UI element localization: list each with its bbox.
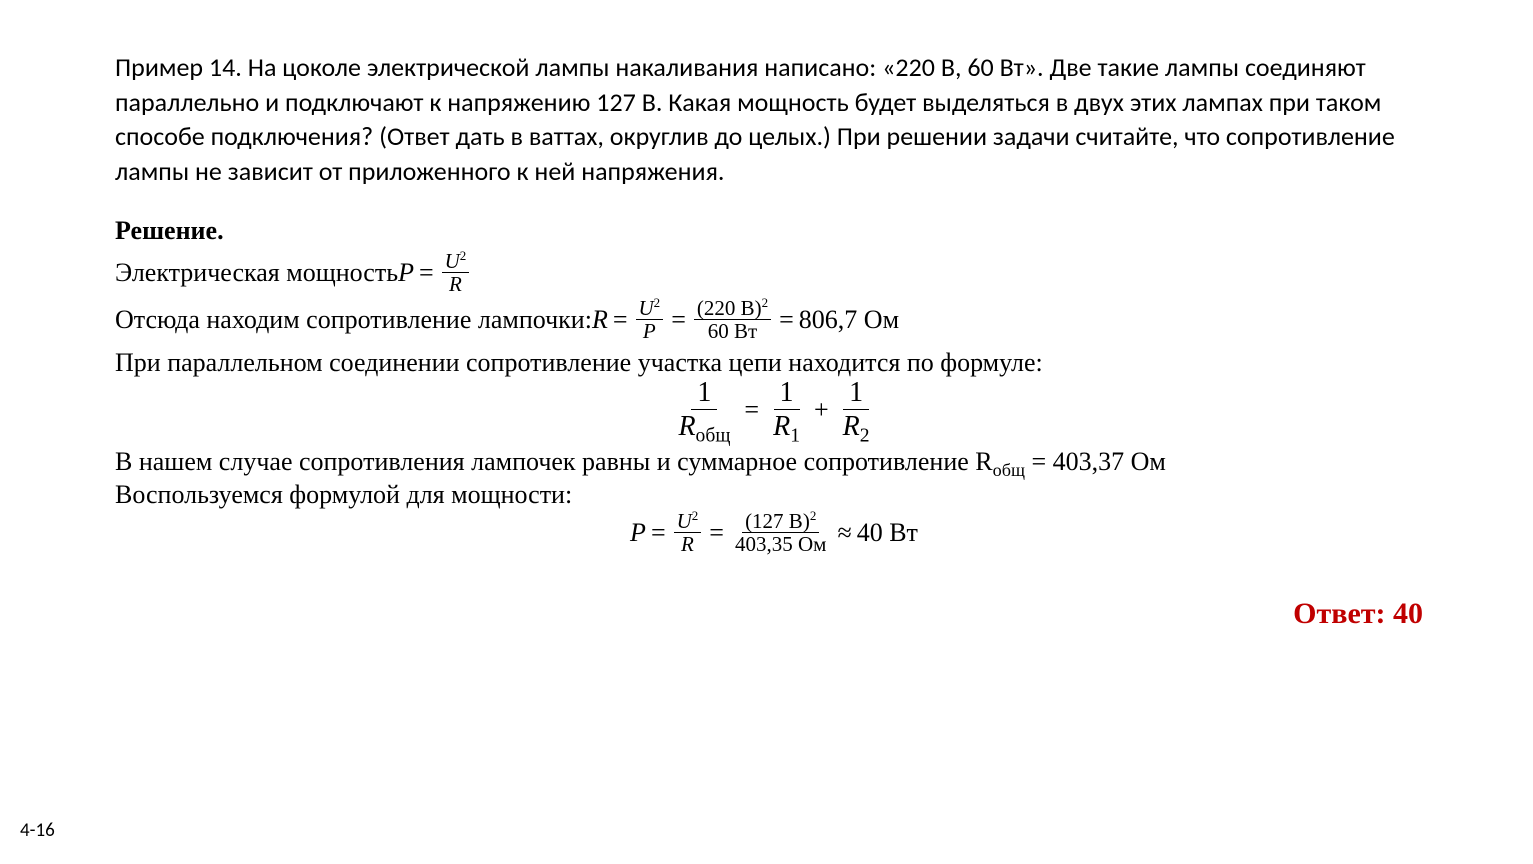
eq4-f1-sup: 2 (692, 508, 699, 523)
eq3-f1-num: 1 (691, 378, 717, 410)
solution-title: Решение. (115, 216, 1433, 246)
eq2-f1-den: P (643, 319, 656, 343)
eq4-result: 40 Вт (857, 518, 918, 548)
eq1-num-sup: 2 (460, 248, 467, 263)
eq3-f2-den-sub: 1 (790, 426, 800, 447)
eq4-frac1: U2 R (674, 510, 702, 555)
eq3-f2-den-base: R (773, 411, 790, 442)
eq1-fraction: U2 R (442, 250, 470, 295)
eq4-f1-den: R (681, 532, 694, 556)
line4-text-b: = 403,37 Ом (1025, 447, 1166, 476)
solution-line-power-formula: Электрическая мощность P = U2 R (115, 250, 1433, 295)
eq1-lhs: P (398, 259, 414, 286)
problem-label: Пример 14. (115, 51, 242, 83)
approx-sign: ≈ (837, 518, 851, 548)
equals-sign: = (651, 518, 666, 548)
eq2-result: 806,7 Ом (799, 306, 899, 333)
equals-sign: = (744, 395, 759, 425)
line1-text: Электрическая мощность (115, 259, 398, 286)
line4-text-a: В нашем случае сопротивления лампочек ра… (115, 447, 993, 476)
eq4-lhs: P (630, 518, 646, 548)
eq2-frac2: (220 В)2 60 Вт (694, 297, 771, 342)
eq3-f1-den-base: R (678, 411, 695, 442)
page: Пример 14. На цоколе электрической лампы… (0, 0, 1533, 864)
eq2-f1-sup: 2 (654, 295, 661, 310)
eq3-frac2: 1 R1 (767, 378, 806, 442)
eq2-f2-num: (220 В) (697, 296, 762, 320)
equals-sign: = (613, 306, 628, 333)
eq2-lhs: R (592, 306, 608, 333)
eq2-frac1: U2 P (636, 297, 664, 342)
eq2-f1-num: U (639, 296, 654, 320)
equals-sign: = (709, 518, 724, 548)
eq3-frac3: 1 R2 (837, 378, 876, 442)
equals-sign: = (779, 306, 794, 333)
eq1-den: R (449, 272, 462, 296)
line2-text: Отсюда находим сопротивление лампочки: (115, 306, 592, 333)
eq3-f3-den-sub: 2 (860, 426, 870, 447)
line4-sub: общ (993, 460, 1025, 480)
eq3-f3-num: 1 (843, 378, 869, 410)
plus-sign: + (814, 395, 829, 425)
eq4-f2-den: 403,35 Ом (732, 533, 829, 555)
solution-line-resistance: Отсюда находим сопротивление лампочки: R… (115, 297, 1433, 342)
equation-final-power: P = U2 R = (127 В)2 403,35 Ом ≈ 40 Вт (115, 510, 1433, 555)
eq2-f2-den: 60 Вт (705, 320, 760, 342)
eq4-frac2: (127 В)2 403,35 Ом (732, 510, 829, 555)
eq3-f2-num: 1 (774, 378, 800, 410)
solution-line-total-resistance: В нашем случае сопротивления лампочек ра… (115, 448, 1433, 475)
problem-statement: Пример 14. На цоколе электрической лампы… (115, 50, 1433, 188)
eq2-f2-sup: 2 (762, 295, 769, 310)
eq1-num: U (445, 249, 460, 273)
equals-sign: = (671, 306, 686, 333)
equation-parallel-resistance: 1 Rобщ = 1 R1 + 1 R2 (115, 378, 1433, 442)
problem-text: На цоколе электрической лампы накаливани… (115, 51, 1395, 187)
answer-value: 40 (1393, 597, 1423, 630)
eq4-f1-num: U (677, 509, 692, 533)
page-number: 4-16 (20, 819, 55, 842)
answer: Ответ: 40 (115, 597, 1433, 631)
solution-line-parallel-text: При параллельном соединении сопротивлени… (115, 349, 1433, 376)
eq3-f1-den-sub: общ (696, 426, 731, 447)
eq4-f2-num: (127 В) (745, 509, 810, 533)
eq3-f3-den-base: R (843, 411, 860, 442)
eq3-frac1: 1 Rобщ (672, 378, 736, 442)
answer-label: Ответ: (1293, 597, 1393, 630)
eq4-f2-sup: 2 (810, 508, 817, 523)
solution-line-use-power: Воспользуемся формулой для мощности: (115, 481, 1433, 508)
equals-sign: = (419, 259, 434, 286)
